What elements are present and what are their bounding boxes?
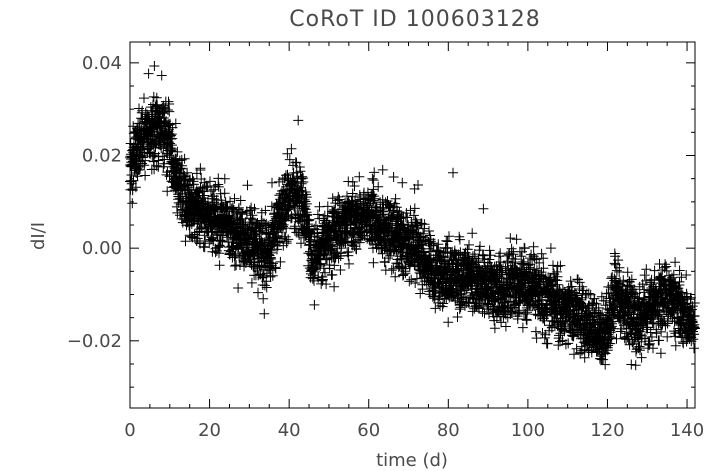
y-axis-label: dI/I [28,222,49,250]
x-tick-label: 40 [278,420,301,441]
y-tick-label: 0.04 [82,53,122,74]
chart-title: CoRoT ID 100603128 [289,7,540,32]
y-tick-label: 0.02 [82,146,122,167]
plot-points [125,61,700,371]
x-axis-label: time (d) [376,450,448,471]
x-tick-label: 100 [511,420,545,441]
y-tick-label: 0.00 [82,238,122,259]
x-tick-label: 60 [357,420,380,441]
y-axis: −0.02 0.00 0.02 0.04 [67,53,695,388]
x-tick-label: 20 [198,420,221,441]
x-axis: 0 20 40 60 80 100 120 140 [124,42,704,441]
x-tick-label: 140 [670,420,704,441]
x-tick-label: 80 [437,420,460,441]
data-points-plus-markers [125,61,700,371]
y-tick-label: −0.02 [67,331,122,352]
x-tick-label: 0 [124,420,135,441]
x-tick-label: 120 [590,420,624,441]
